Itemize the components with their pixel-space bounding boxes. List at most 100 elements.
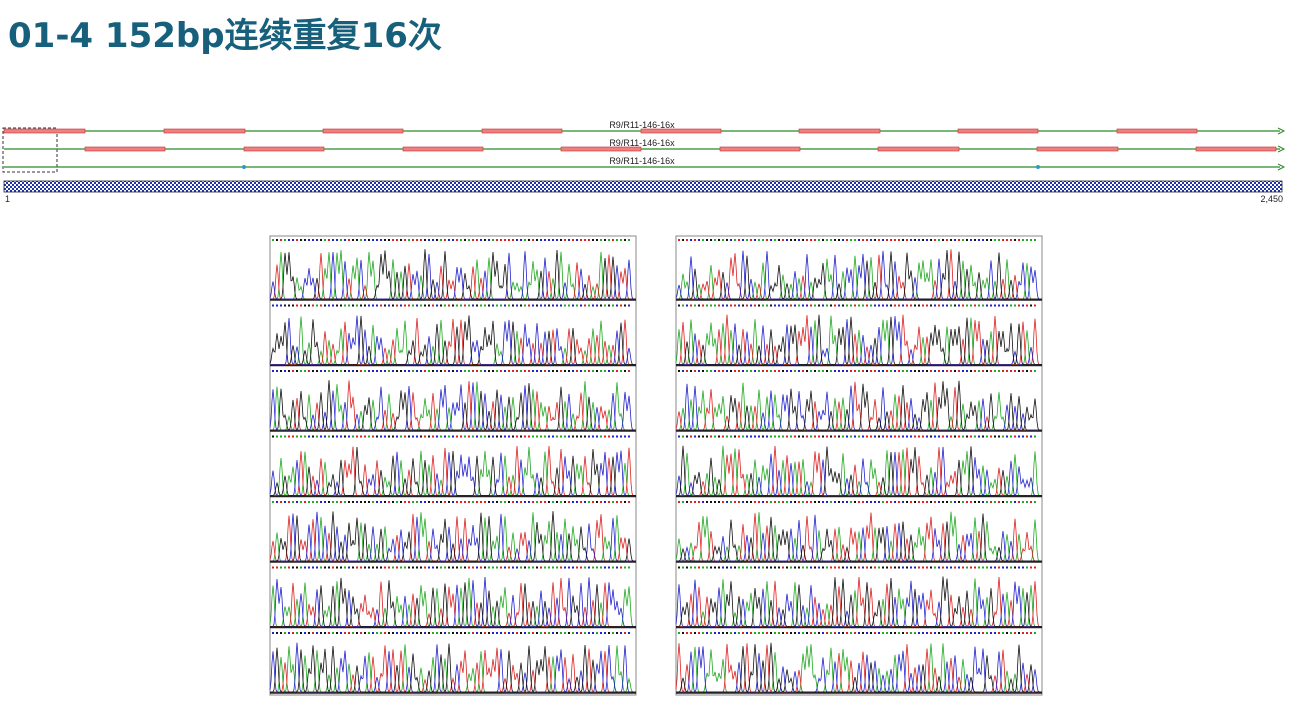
base-call [874, 566, 876, 569]
base-call [958, 370, 960, 372]
base-call [300, 566, 302, 569]
base-call [304, 435, 306, 438]
base-call [388, 370, 390, 372]
base-call [332, 501, 334, 503]
base-call [348, 435, 350, 438]
base-call [1018, 370, 1020, 372]
track-label: R9/R11-146-16x [609, 138, 675, 148]
base-call [364, 239, 366, 241]
base-call [292, 304, 294, 307]
base-call [444, 239, 446, 241]
base-call [420, 239, 422, 241]
base-call [380, 239, 382, 241]
base-call [600, 632, 602, 634]
base-call [508, 501, 510, 503]
base-call [906, 304, 908, 307]
base-call [616, 632, 618, 634]
base-call [324, 435, 326, 438]
base-call [862, 239, 864, 241]
base-call [444, 370, 446, 372]
base-call [356, 632, 358, 634]
base-call [982, 435, 984, 438]
base-call [284, 501, 286, 503]
base-call [946, 304, 948, 307]
base-call [818, 501, 820, 503]
base-call [758, 239, 760, 241]
base-call [620, 435, 622, 438]
repeat-segment [322, 128, 404, 134]
base-call [604, 304, 606, 307]
base-call [1030, 566, 1032, 569]
base-call [946, 566, 948, 569]
base-call [540, 501, 542, 503]
base-call [890, 239, 892, 241]
base-call [722, 566, 724, 569]
base-call [596, 304, 598, 307]
base-call [694, 370, 696, 372]
base-call [504, 239, 506, 241]
base-call [810, 239, 812, 241]
base-call [552, 632, 554, 634]
base-call [710, 304, 712, 307]
base-call [280, 435, 282, 438]
base-call [782, 304, 784, 307]
base-call [694, 304, 696, 307]
base-call [440, 239, 442, 241]
base-call [412, 501, 414, 503]
base-call [802, 566, 804, 569]
base-call [480, 435, 482, 438]
base-call [348, 566, 350, 569]
base-call [1018, 632, 1020, 634]
base-call [284, 566, 286, 569]
base-call [970, 566, 972, 569]
base-call [612, 239, 614, 241]
base-call [488, 501, 490, 503]
base-call [316, 566, 318, 569]
base-call [978, 304, 980, 307]
base-call [786, 632, 788, 634]
base-call [480, 566, 482, 569]
base-call [970, 632, 972, 634]
base-call [730, 370, 732, 372]
base-call [974, 501, 976, 503]
base-call [998, 501, 1000, 503]
base-call [316, 435, 318, 438]
base-call [320, 501, 322, 503]
base-call [942, 501, 944, 503]
base-call [400, 435, 402, 438]
base-call [616, 370, 618, 372]
base-call [746, 435, 748, 438]
base-call [1030, 370, 1032, 372]
base-call [372, 501, 374, 503]
base-call [750, 239, 752, 241]
base-call [576, 239, 578, 241]
base-call [758, 370, 760, 372]
track-arrow [1277, 163, 1286, 171]
base-call [484, 239, 486, 241]
base-call [874, 239, 876, 241]
repeat-segment [640, 128, 722, 134]
base-call [1022, 632, 1024, 634]
base-call [516, 501, 518, 503]
base-call [360, 632, 362, 634]
repeat-segment [877, 146, 960, 152]
base-call [616, 304, 618, 307]
base-call [794, 370, 796, 372]
base-call [484, 435, 486, 438]
base-call [698, 632, 700, 634]
base-call [958, 304, 960, 307]
base-call [572, 304, 574, 307]
base-call [312, 632, 314, 634]
base-call [400, 501, 402, 503]
base-call [702, 566, 704, 569]
base-call [468, 435, 470, 438]
base-call [540, 370, 542, 372]
base-call [472, 435, 474, 438]
base-call [686, 435, 688, 438]
base-call [484, 566, 486, 569]
base-call [686, 632, 688, 634]
base-call [604, 239, 606, 241]
base-call [508, 370, 510, 372]
base-call [850, 632, 852, 634]
base-call [806, 304, 808, 307]
